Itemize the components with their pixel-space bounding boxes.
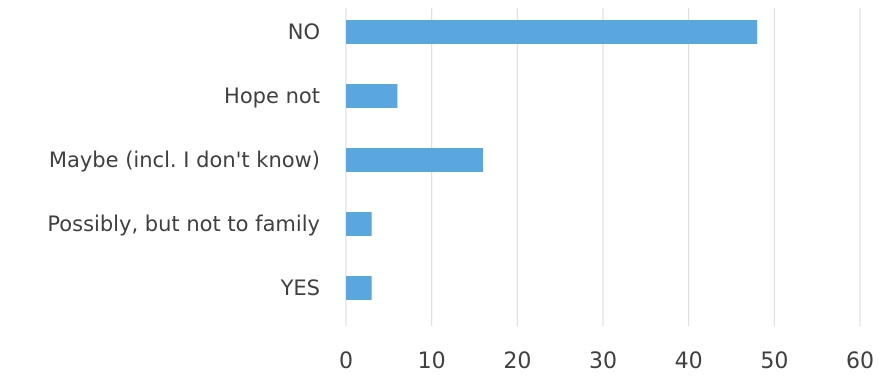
bar-0: [346, 20, 758, 44]
bar-4: [346, 276, 372, 300]
x-tick-labels: 0 10 20 30 40 50 60: [339, 349, 874, 374]
category-label-1: Hope not: [224, 84, 320, 108]
category-label-3: Possibly, but not to family: [47, 212, 320, 236]
category-label-2: Maybe (incl. I don't know): [49, 148, 320, 172]
category-label-4: YES: [280, 276, 320, 300]
bar-1: [346, 84, 398, 108]
x-tick-label-30: 30: [589, 349, 617, 374]
x-tick-label-10: 10: [418, 349, 446, 374]
bar-2: [346, 148, 484, 172]
x-tick-label-50: 50: [760, 349, 788, 374]
category-label-0: NO: [288, 20, 320, 44]
category-labels: NO Hope not Maybe (incl. I don't know) Poss…: [47, 20, 320, 300]
gridlines: [345, 8, 861, 326]
bar-3: [346, 212, 372, 236]
x-tick-label-60: 60: [846, 349, 874, 374]
bars: [346, 20, 758, 300]
x-tick-label-40: 40: [675, 349, 703, 374]
x-tick-label-20: 20: [503, 349, 531, 374]
x-tick-label-0: 0: [339, 349, 353, 374]
